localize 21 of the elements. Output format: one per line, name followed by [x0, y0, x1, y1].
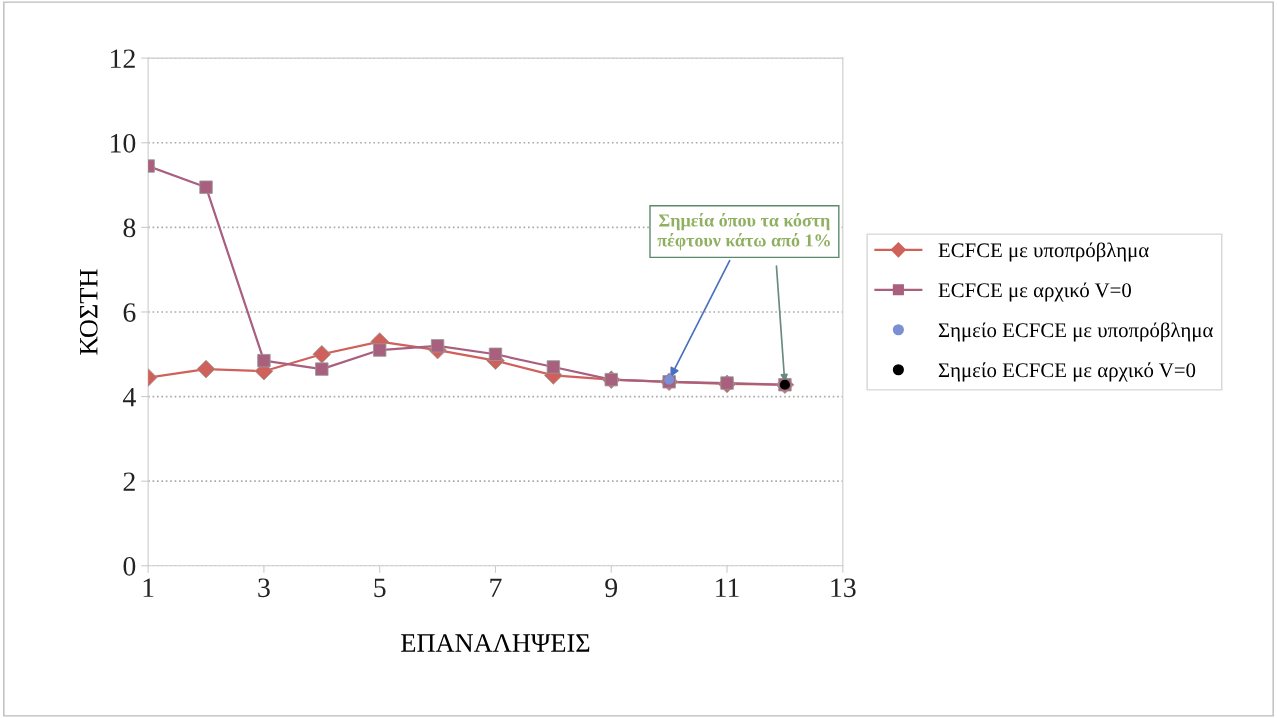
y-tick-label: 4 — [122, 387, 136, 407]
y-tick-label: 0 — [123, 556, 136, 576]
x-tick-label: 3 — [258, 578, 270, 598]
y-tick-label: 10 — [110, 133, 136, 153]
x-tick-label: 13 — [831, 578, 856, 598]
y-tick-label: 12 — [110, 49, 135, 68]
x-tick-label: 7 — [490, 578, 502, 597]
x-axis-title: ΕΠΑΝΑΛΗΨΕΙΣ — [401, 634, 590, 652]
y-tick-label: 6 — [123, 303, 136, 322]
x-tick-label: 9 — [605, 578, 618, 598]
x-tick-label: 11 — [716, 578, 739, 597]
legend-label: ECFCE με υποπρόβλημα — [938, 242, 1149, 262]
y-axis-title: ΚΟΣΤΗ — [79, 269, 98, 355]
legend-label: Σημείο ECFCE με αρχικό V=0 — [938, 362, 1196, 382]
y-tick-label: 8 — [123, 218, 136, 238]
legend-label: ECFCE με αρχικό V=0 — [938, 282, 1131, 302]
x-tick-label: 5 — [374, 578, 386, 598]
legend-label: Σημείο ECFCE με υποπρόβλημα — [938, 322, 1213, 342]
y-tick-label: 2 — [123, 472, 135, 491]
x-tick-label: 1 — [143, 578, 154, 597]
annotation: Σημεία όπου τα κόστη πέφτουν κάτω από 1% — [657, 212, 830, 251]
